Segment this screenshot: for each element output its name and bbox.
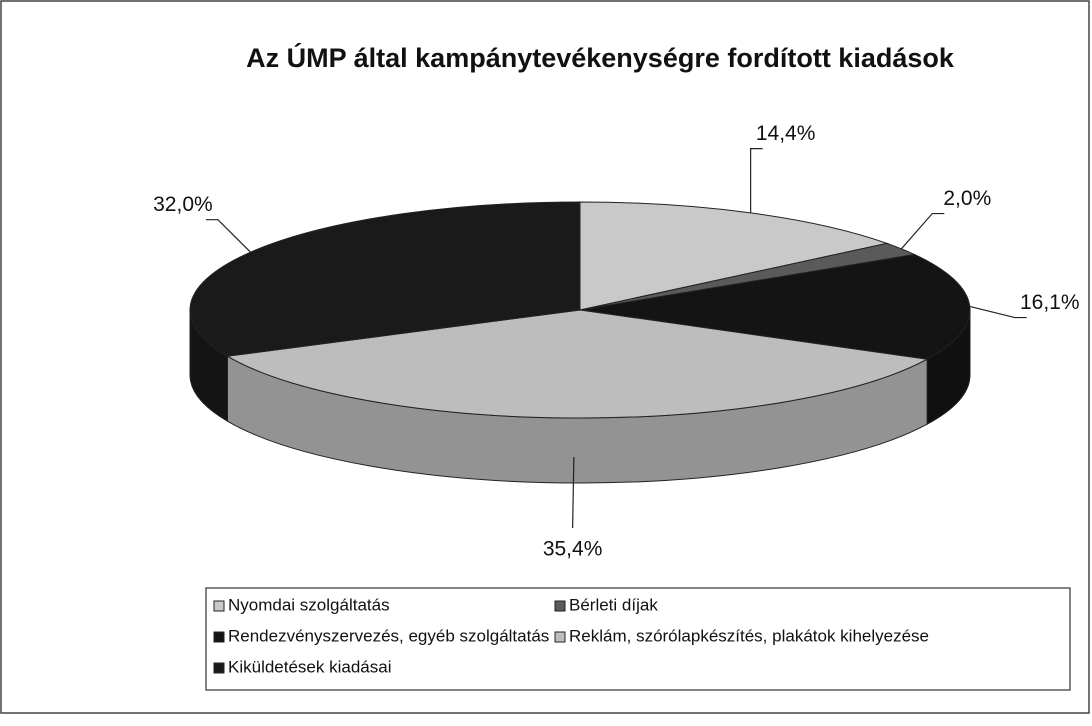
legend-label: Rendezvényszervezés, egyéb szolgáltatás — [228, 626, 549, 645]
data-label: 2,0% — [943, 187, 991, 210]
legend-swatch — [213, 600, 225, 612]
legend-label: Bérleti díjak — [569, 595, 658, 614]
chart-title: Az ÚMP által kampánytevékenységre fordít… — [246, 42, 955, 73]
data-label: 14,4% — [756, 122, 816, 145]
data-label: 32,0% — [153, 193, 213, 216]
leader-line — [750, 148, 763, 213]
data-label: 16,1% — [1020, 291, 1080, 314]
data-label: 35,4% — [543, 538, 603, 561]
legend-swatch — [554, 600, 566, 612]
leader-line — [969, 305, 1027, 319]
leader-line — [572, 456, 575, 528]
legend-label: Nyomdai szolgáltatás — [228, 595, 390, 614]
leader-line — [205, 219, 251, 253]
legend-label: Reklám, szórólapkészítés, plakátok kihel… — [569, 626, 929, 645]
leader-line — [900, 212, 945, 250]
legend-label: Kiküldetések kiadásai — [228, 657, 391, 676]
legend-box — [205, 587, 1071, 691]
legend-swatch — [554, 631, 566, 643]
legend-swatch — [213, 631, 225, 643]
pie-slice — [225, 309, 929, 419]
legend-swatch — [213, 662, 225, 674]
